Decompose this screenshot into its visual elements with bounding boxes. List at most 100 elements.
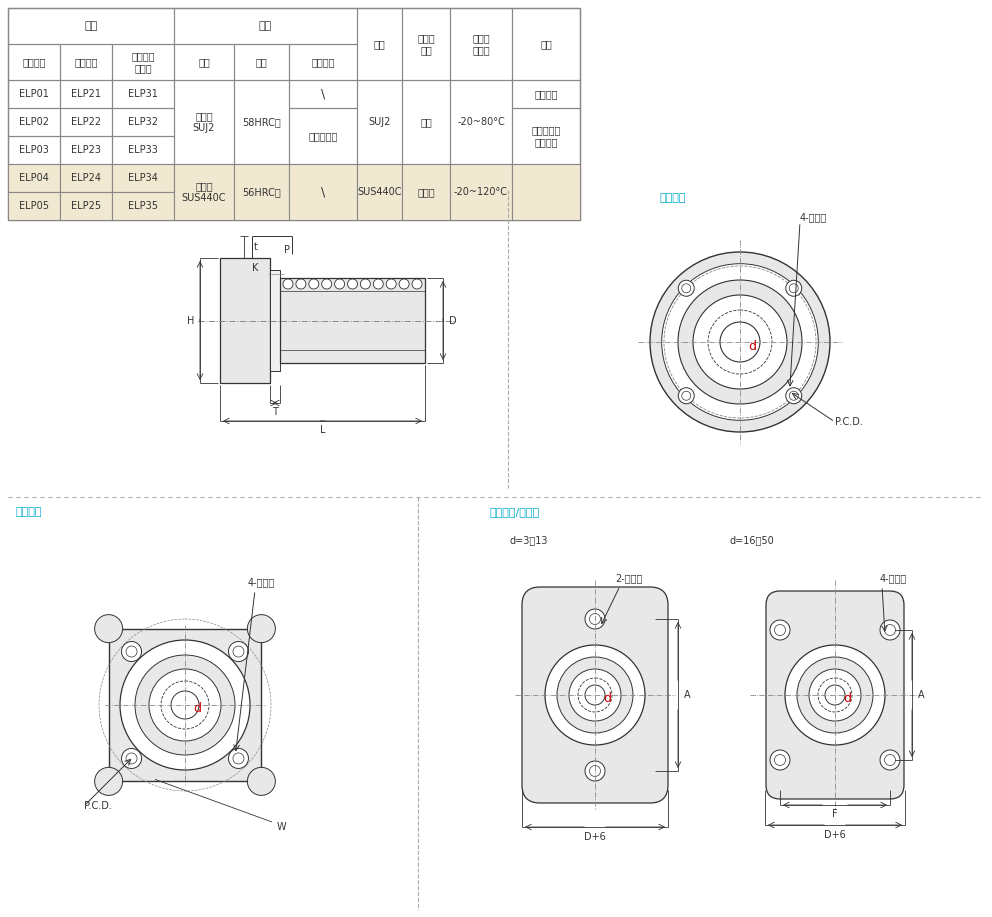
Text: 使用环
境温度: 使用环 境温度 bbox=[472, 33, 490, 55]
Bar bbox=[60, 136, 112, 164]
Circle shape bbox=[334, 279, 344, 289]
Text: ELP05: ELP05 bbox=[19, 201, 49, 211]
Text: d: d bbox=[193, 702, 201, 715]
Circle shape bbox=[545, 645, 645, 745]
Circle shape bbox=[161, 681, 209, 729]
Bar bbox=[270, 270, 280, 371]
Text: 不锈钢: 不锈钢 bbox=[418, 187, 434, 197]
Circle shape bbox=[770, 620, 790, 640]
Bar bbox=[512, 164, 580, 220]
Bar bbox=[174, 80, 234, 164]
Text: ELP21: ELP21 bbox=[71, 89, 101, 99]
Text: 4-安装孔: 4-安装孔 bbox=[248, 577, 275, 587]
Bar bbox=[512, 108, 580, 164]
Circle shape bbox=[569, 669, 621, 721]
Bar bbox=[112, 192, 174, 220]
Bar bbox=[174, 164, 234, 220]
Text: d=16～50: d=16～50 bbox=[730, 535, 775, 545]
Bar bbox=[8, 136, 60, 164]
Bar bbox=[234, 80, 289, 164]
Text: 附件: 附件 bbox=[540, 39, 552, 49]
Bar bbox=[174, 8, 357, 44]
Text: P.C.D.: P.C.D. bbox=[835, 417, 863, 427]
Circle shape bbox=[399, 279, 409, 289]
Circle shape bbox=[770, 750, 790, 770]
Bar bbox=[234, 44, 289, 80]
Bar bbox=[289, 44, 357, 80]
Text: ELP35: ELP35 bbox=[128, 201, 158, 211]
Bar bbox=[289, 164, 357, 220]
Circle shape bbox=[296, 279, 306, 289]
Text: 滚珠: 滚珠 bbox=[374, 39, 385, 49]
Text: P: P bbox=[284, 245, 290, 255]
Circle shape bbox=[283, 279, 293, 289]
Circle shape bbox=[228, 642, 248, 661]
Text: 硬度: 硬度 bbox=[256, 57, 268, 67]
Circle shape bbox=[122, 748, 142, 768]
Circle shape bbox=[412, 279, 422, 289]
Text: 2-安装孔: 2-安装孔 bbox=[615, 573, 643, 583]
Text: W: W bbox=[277, 822, 287, 832]
Circle shape bbox=[786, 388, 802, 403]
Text: ELP33: ELP33 bbox=[128, 145, 158, 155]
Text: -20~120°C: -20~120°C bbox=[454, 187, 508, 197]
Circle shape bbox=[321, 279, 331, 289]
Circle shape bbox=[309, 279, 318, 289]
Bar bbox=[8, 192, 60, 220]
Text: d=3～13: d=3～13 bbox=[510, 535, 549, 545]
Text: 树脂: 树脂 bbox=[421, 117, 432, 127]
Text: ELP03: ELP03 bbox=[19, 145, 49, 155]
Bar bbox=[402, 164, 450, 220]
Bar bbox=[8, 8, 580, 220]
Circle shape bbox=[797, 657, 873, 733]
Text: ELP23: ELP23 bbox=[71, 145, 101, 155]
Text: 56HRC～: 56HRC～ bbox=[242, 187, 281, 197]
Text: 圆法兰型: 圆法兰型 bbox=[660, 193, 686, 203]
Circle shape bbox=[818, 678, 852, 712]
Circle shape bbox=[720, 322, 760, 362]
Circle shape bbox=[247, 768, 276, 795]
Text: 58HRC～: 58HRC～ bbox=[242, 117, 281, 127]
Text: -20~80°C: -20~80°C bbox=[457, 117, 505, 127]
Text: ELP31: ELP31 bbox=[128, 89, 158, 99]
Text: SUS440C: SUS440C bbox=[357, 187, 402, 197]
Circle shape bbox=[386, 279, 396, 289]
Bar bbox=[8, 108, 60, 136]
Circle shape bbox=[122, 642, 142, 661]
Circle shape bbox=[171, 691, 199, 719]
Bar bbox=[402, 80, 450, 164]
Text: ELP24: ELP24 bbox=[71, 173, 101, 183]
Circle shape bbox=[679, 281, 694, 296]
Circle shape bbox=[585, 609, 605, 629]
Text: ELP34: ELP34 bbox=[128, 173, 158, 183]
Text: ELP02: ELP02 bbox=[19, 117, 49, 127]
Bar bbox=[60, 80, 112, 108]
Bar bbox=[402, 8, 450, 80]
Bar bbox=[450, 164, 512, 220]
Circle shape bbox=[786, 281, 802, 296]
Text: T: T bbox=[272, 407, 278, 417]
Circle shape bbox=[149, 669, 221, 741]
Text: F: F bbox=[832, 809, 838, 819]
Text: 材质: 材质 bbox=[198, 57, 210, 67]
Circle shape bbox=[809, 669, 861, 721]
Text: L: L bbox=[319, 425, 325, 435]
Circle shape bbox=[360, 279, 370, 289]
Text: t: t bbox=[254, 242, 258, 252]
Text: d: d bbox=[603, 692, 611, 705]
Circle shape bbox=[557, 657, 633, 733]
Text: D+6: D+6 bbox=[584, 832, 606, 842]
Circle shape bbox=[373, 279, 383, 289]
Text: \: \ bbox=[320, 185, 325, 198]
Text: 相当于
SUS440C: 相当于 SUS440C bbox=[182, 182, 226, 203]
Bar bbox=[60, 44, 112, 80]
Text: D+6: D+6 bbox=[824, 830, 846, 840]
Text: 圆法兰型: 圆法兰型 bbox=[22, 57, 46, 67]
Bar bbox=[112, 136, 174, 164]
Text: 密封圈材质
丁腈橡胶: 密封圈材质 丁腈橡胶 bbox=[532, 126, 560, 147]
Text: ELP25: ELP25 bbox=[71, 201, 101, 211]
Bar bbox=[357, 164, 402, 220]
Text: d: d bbox=[748, 339, 756, 352]
Text: 方法兰型: 方法兰型 bbox=[15, 507, 42, 517]
Circle shape bbox=[662, 264, 818, 420]
